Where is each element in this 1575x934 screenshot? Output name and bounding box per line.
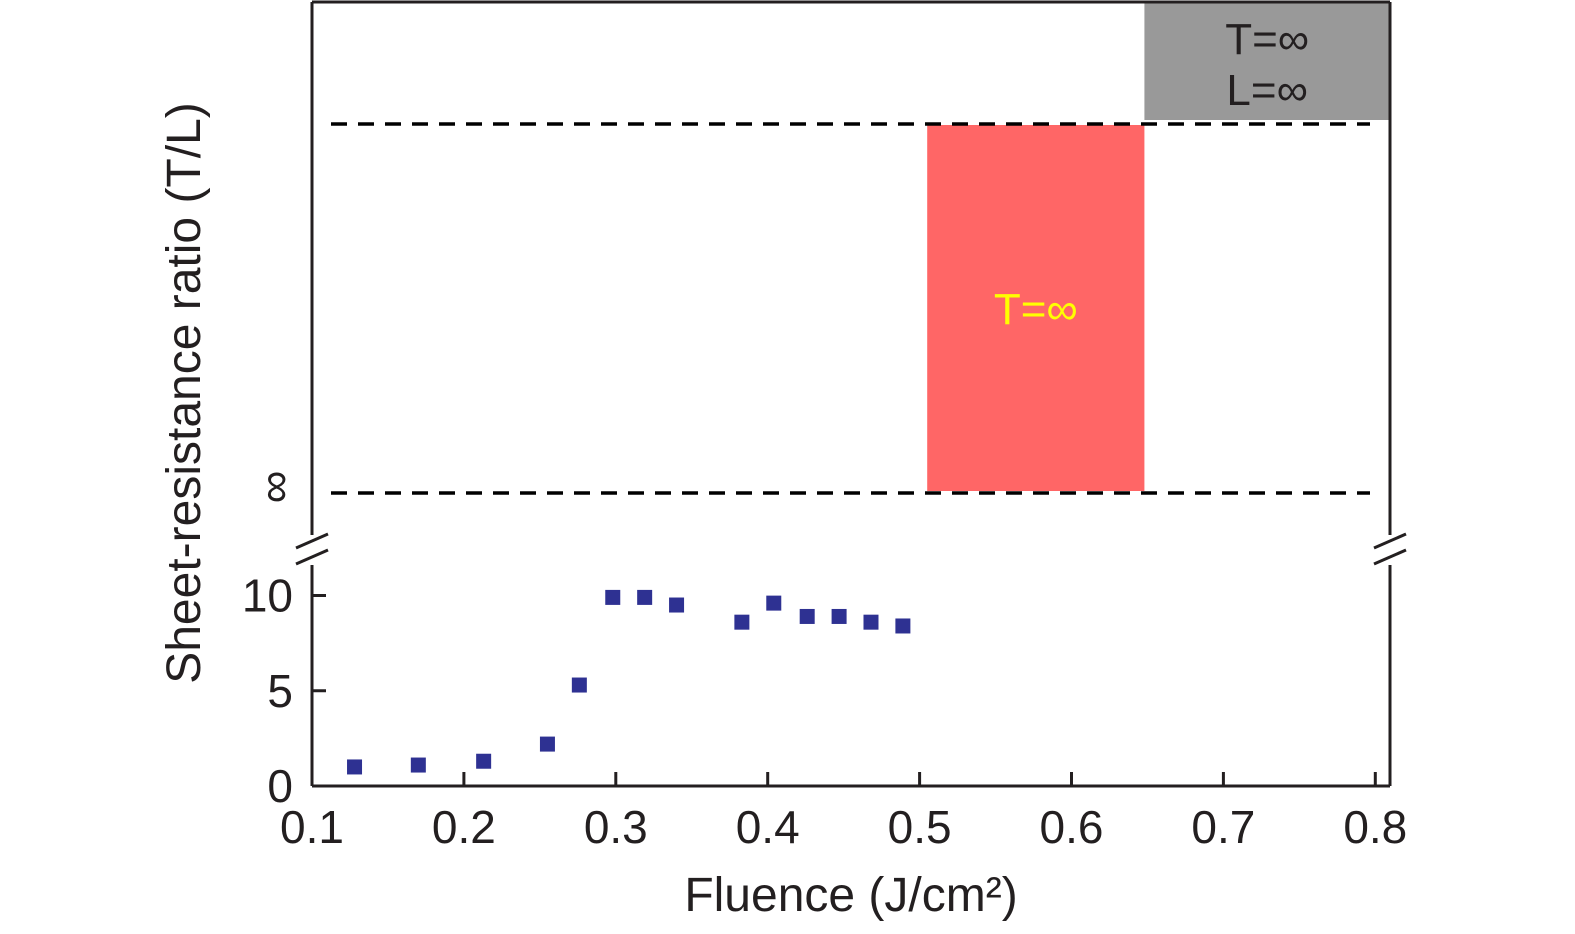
x-tick-label: 0.6 [1040,801,1104,853]
x-tick-label: 0.5 [888,801,952,853]
region-red-label: T=∞ [994,285,1078,334]
data-point [605,589,621,605]
data-point [831,608,847,624]
data-point [539,736,555,752]
data-point [669,597,685,613]
data-points [347,589,911,775]
data-point [476,753,492,769]
data-point [734,614,750,630]
y-tick-label-infinity: ∞ [248,471,300,504]
x-tick-label: 0.8 [1343,801,1407,853]
axis-break-right [1373,532,1407,566]
axis-break-left [295,532,329,566]
region-gray-label-line2: L=∞ [1226,66,1308,115]
data-point [410,757,426,773]
data-point [637,589,653,605]
region-gray-label-line1: T=∞ [1225,15,1309,64]
data-point [347,759,363,775]
x-tick-label: 0.4 [736,801,800,853]
x-tick-label: 0.1 [280,801,344,853]
y-axis-title: Sheet-resistance ratio (T/L) [158,102,211,684]
x-tick-label: 0.7 [1191,801,1255,853]
x-ticks: 0.1 0.2 0.3 0.4 0.5 0.6 0.7 0.8 [280,772,1407,853]
region-both-infinite [1144,3,1390,120]
y-tick-label: 5 [267,665,293,717]
data-point [895,618,911,634]
data-point [766,595,782,611]
data-point [571,677,587,693]
data-point [863,614,879,630]
y-ticks: 0 5 10 [242,570,326,812]
y-tick-label: 0 [267,760,293,812]
y-tick-label: 10 [242,570,293,622]
x-tick-label: 0.2 [432,801,496,853]
x-tick-label: 0.3 [584,801,648,853]
data-point [799,608,815,624]
x-axis-title: Fluence (J/cm²) [684,869,1017,922]
region-transverse-infinite [927,125,1145,491]
